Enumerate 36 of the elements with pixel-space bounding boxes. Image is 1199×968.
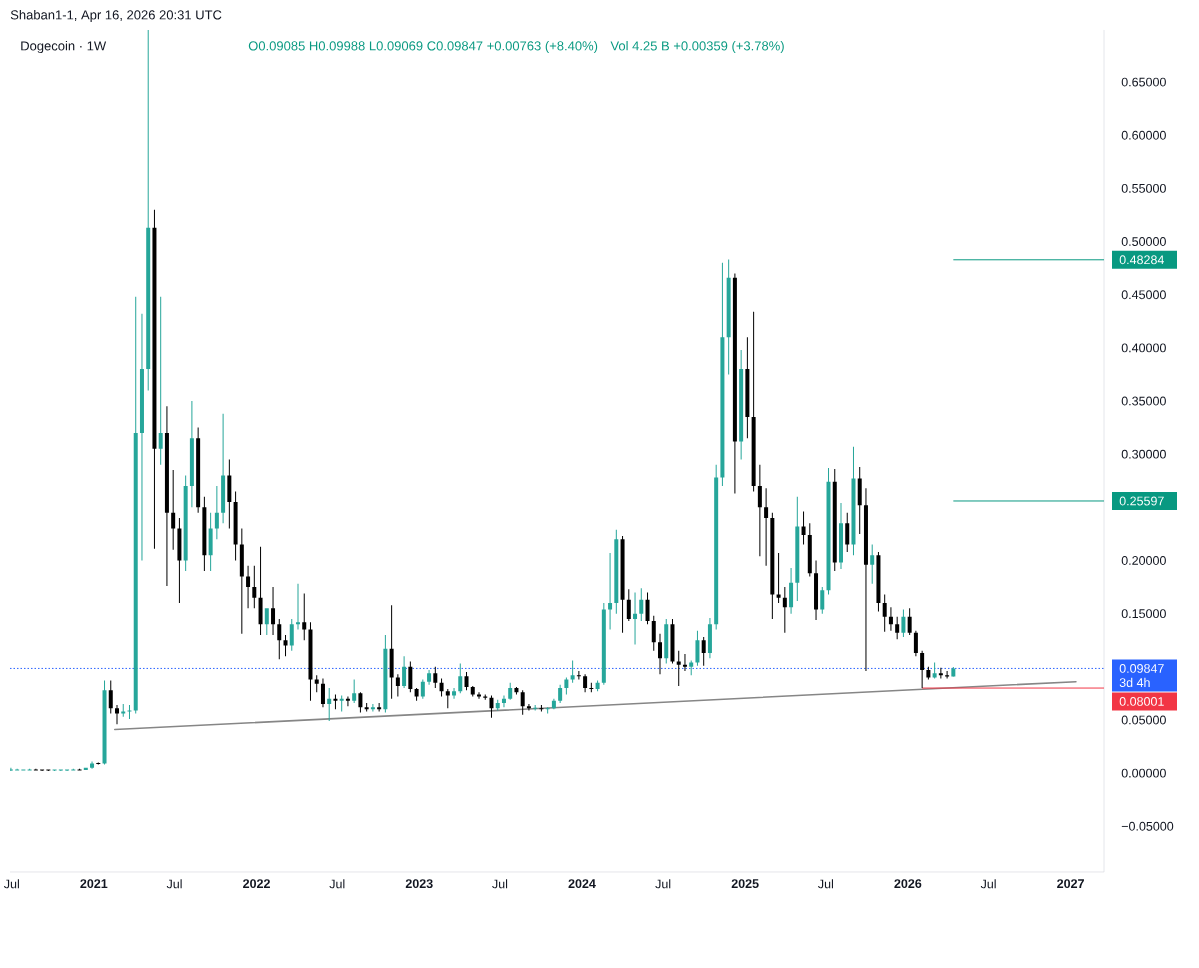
y-tick-label: 0.50000 <box>1121 237 1166 246</box>
y-tick-label: 0.45000 <box>1121 290 1166 300</box>
y-tick-label: −0.05000 <box>1121 821 1174 831</box>
ref-line-label: 0.08001 <box>1119 696 1164 706</box>
x-tick-label: 2021 <box>80 879 108 889</box>
y-tick-label: 0.30000 <box>1121 449 1166 459</box>
x-tick-label: Jul <box>4 879 19 889</box>
x-tick-label: Jul <box>655 879 671 889</box>
x-tick-label: 2026 <box>894 879 922 889</box>
x-tick-label: Jul <box>329 879 345 889</box>
y-tick-label: 0.35000 <box>1121 396 1166 406</box>
text: O0.09085 H0.09988 L0.09069 C0.09847 +0.00763 (+8.40%) <box>248 40 598 54</box>
ref-line-label: 0.48284 <box>1119 255 1165 265</box>
y-tick-label: 0.20000 <box>1121 556 1166 565</box>
y-tick-label: 0.15000 <box>1121 609 1166 619</box>
y-tick-label: 0.05000 <box>1121 715 1166 725</box>
x-tick-label: 2027 <box>1057 879 1084 889</box>
x-tick-label: Jul <box>166 879 182 889</box>
x-tick-label: Jul <box>818 879 833 889</box>
x-tick-label: Jul <box>492 879 508 889</box>
annotation: Vol 4.25 B +0.00359 (+3.78%) <box>610 40 784 54</box>
ref-line-label: 0.25597 <box>1119 496 1164 506</box>
y-tick-label: 0.65000 <box>1121 77 1166 87</box>
ref-line-label: 0.09847 <box>1119 663 1164 673</box>
text: 3d 4h <box>1119 677 1150 688</box>
x-tick-label: 2025 <box>731 879 759 889</box>
x-tick-label: 2024 <box>568 879 596 889</box>
text: Shaban1-1, Apr 16, 2026 20:31 UTC <box>10 9 222 23</box>
x-tick-label: Jul <box>980 879 996 889</box>
y-tick-label: 0.00000 <box>1121 768 1166 778</box>
x-tick-label: 2022 <box>243 879 270 889</box>
y-tick-label: 0.40000 <box>1121 343 1166 353</box>
text: Dogecoin · 1W <box>21 40 107 54</box>
y-tick-label: 0.60000 <box>1121 130 1166 140</box>
y-tick-label: 0.55000 <box>1121 183 1166 193</box>
x-tick-label: 2023 <box>405 879 433 889</box>
